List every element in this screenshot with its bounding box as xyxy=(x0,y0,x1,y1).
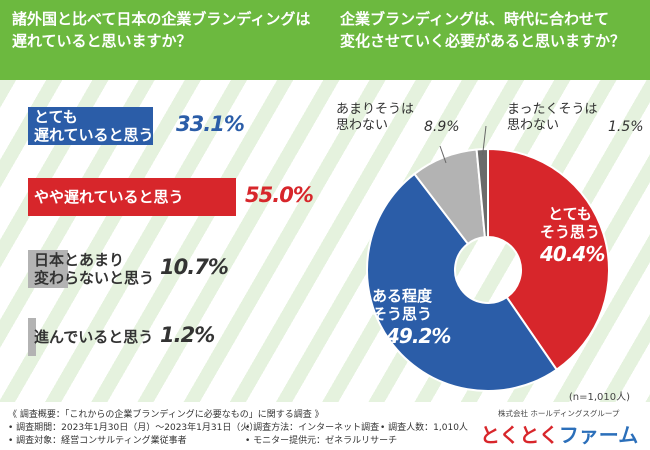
chart-area: とても 遅れていると思う 33.1% やや遅れていると思う 55.0% 日本とあまり 変… xyxy=(0,80,650,402)
survey-method: • 調査方法：インターネット調査 xyxy=(245,423,380,433)
pie-slice-1 xyxy=(487,147,610,372)
pie-value-3: 8.9% xyxy=(424,119,460,135)
survey-target: • 調査対象：経営コンサルティング業従事者 xyxy=(8,436,187,446)
right-chart-title: 企業ブランディングは、時代に合わせて 変化させていく必要があると思いますか？ xyxy=(340,10,626,50)
leader-line-2 xyxy=(482,125,487,156)
survey-count: • 調査人数：1,010人 xyxy=(380,423,468,433)
company-name: 株式会社 ホールディングスグループ xyxy=(498,409,620,418)
left-chart-title: 諸外国と比べて日本の企業ブランディングは 遅れていると思いますか？ xyxy=(12,10,311,50)
survey-title: 《 調査概要：「これからの企業ブランディングに必要なもの」に関する調査 》 xyxy=(8,410,324,420)
survey-provider: • モニター提供元：ゼネラルリサーチ xyxy=(245,436,398,446)
bar-1 xyxy=(28,107,154,145)
pie-label-2: ある程度 そう思う xyxy=(372,287,433,323)
pie-chart xyxy=(366,125,610,393)
tokutoku-farm-logo: とくとくファーム xyxy=(480,419,638,448)
pie-slice-4 xyxy=(475,147,489,239)
bar-value-3: 10.7% xyxy=(160,255,229,279)
bar-label-2: やや遅れていると思う xyxy=(34,188,184,206)
survey-period: • 調査期間：2023年1月30日（月）～2023年1月31日（火） xyxy=(8,423,259,433)
pie-value-2: 49.2% xyxy=(386,324,451,348)
logo-text-b: ファーム xyxy=(558,423,639,447)
survey-footer: 《 調査概要：「これからの企業ブランディングに必要なもの」に関する調査 》 • … xyxy=(0,402,650,450)
bar-value-1: 33.1% xyxy=(176,112,245,136)
bar-3 xyxy=(28,250,69,288)
logo-text-a: とくとく xyxy=(480,423,559,447)
pie-value-4: 1.5% xyxy=(608,119,644,135)
pie-label-4: まったくそうは 思わない xyxy=(507,102,598,133)
bar-4 xyxy=(28,318,36,356)
pie-value-1: 40.4% xyxy=(540,242,605,266)
bar-value-4: 1.2% xyxy=(160,323,215,347)
bar-2 xyxy=(28,178,236,216)
bar-label-1: とても 遅れていると思う xyxy=(34,108,154,144)
pie-label-3: あまりそうは 思わない xyxy=(336,102,415,133)
leader-line-1 xyxy=(439,145,447,164)
bar-value-2: 55.0% xyxy=(245,183,314,207)
pie-label-1: とても そう思う xyxy=(540,205,601,241)
bar-label-3: 日本とあまり 変わらないと思う xyxy=(34,251,155,287)
sample-size: (n=1,010人) xyxy=(568,392,630,403)
pie-slice-2 xyxy=(366,172,559,393)
header-banner: 諸外国と比べて日本の企業ブランディングは 遅れていると思いますか？ 企業ブランデ… xyxy=(0,0,650,80)
bar-label-4: 進んでいると思う xyxy=(34,328,154,346)
